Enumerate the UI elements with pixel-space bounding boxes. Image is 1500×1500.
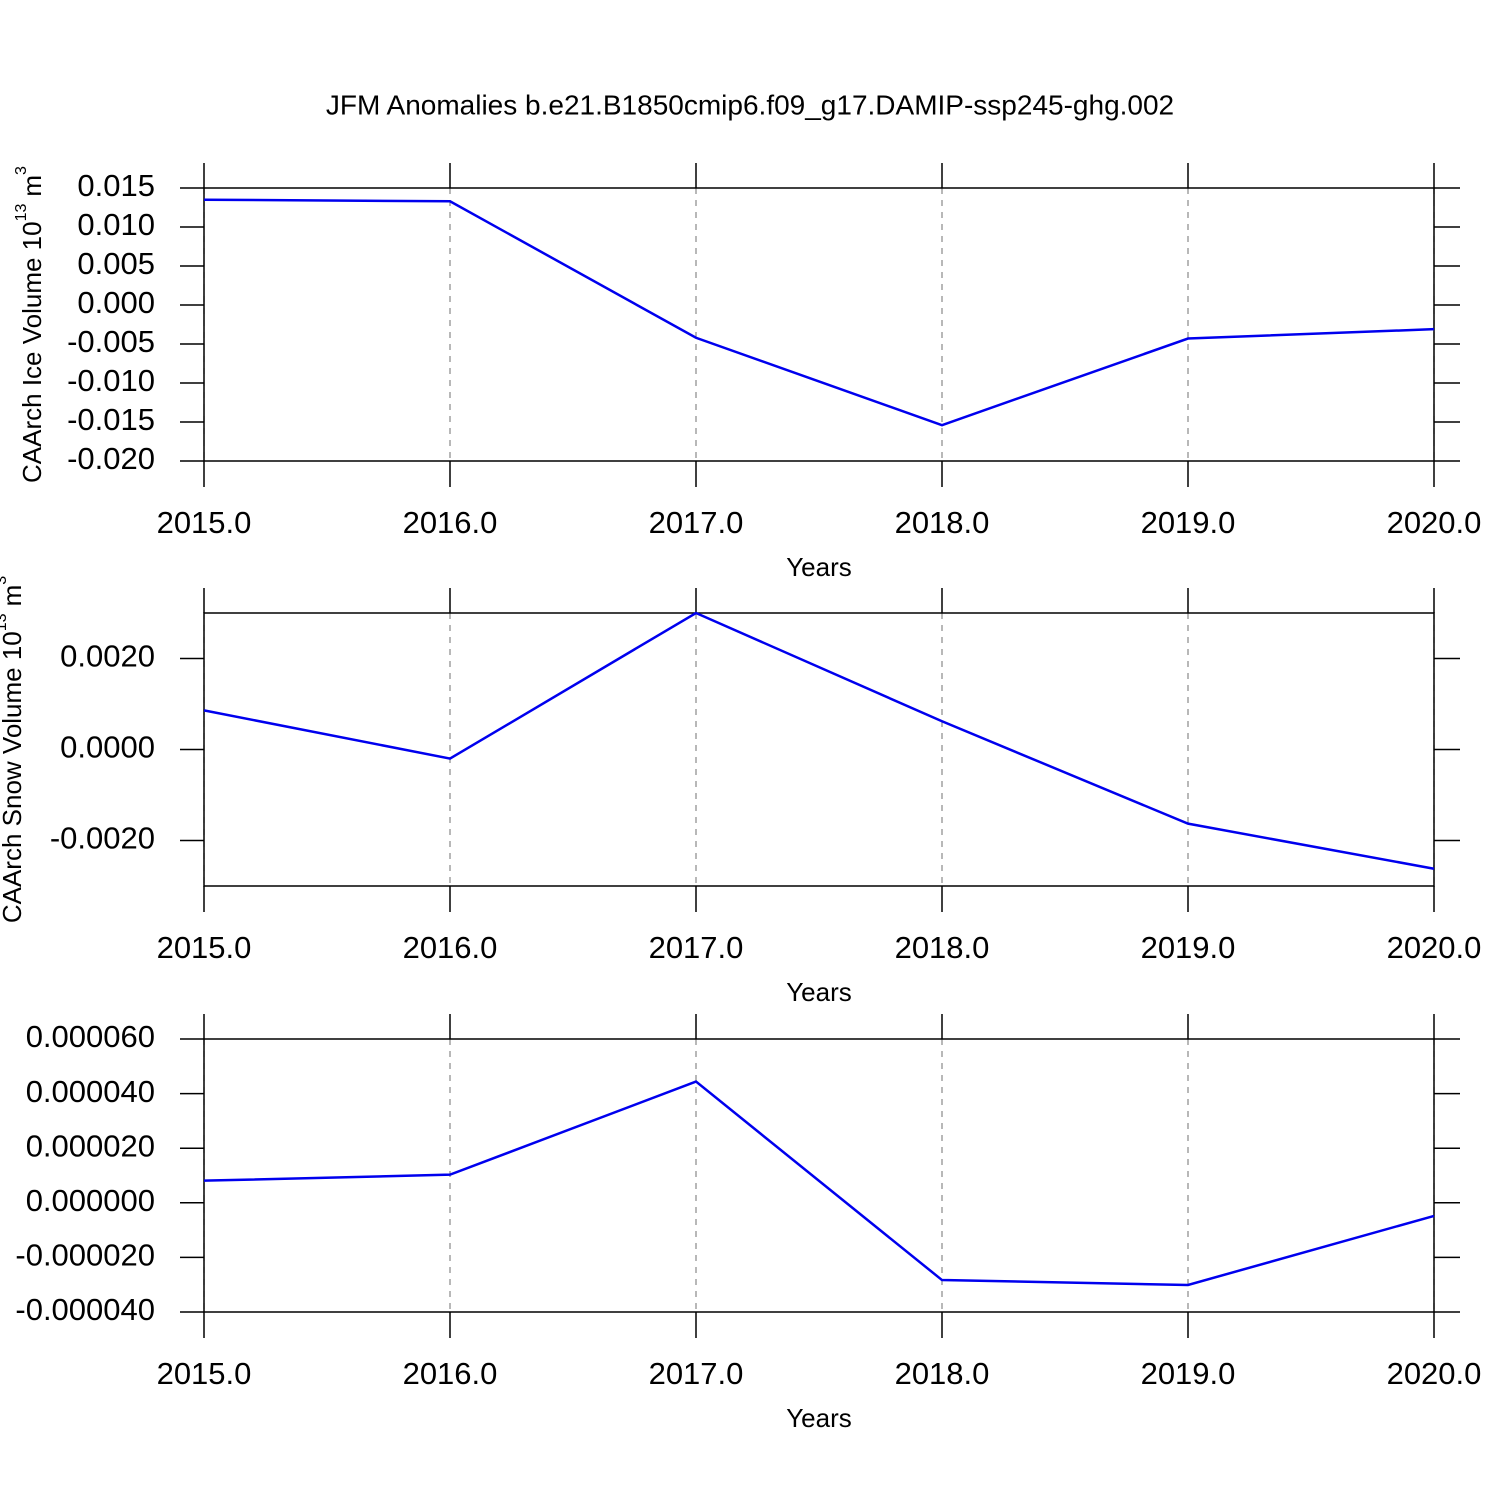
y-tick-label: -0.000040 xyxy=(15,1292,155,1327)
y-tick-label: 0.005 xyxy=(77,246,155,281)
y-tick-label: 0.0020 xyxy=(60,639,155,674)
y-tick-label: 0.000020 xyxy=(26,1128,155,1163)
plot-frame xyxy=(203,612,1435,887)
y-tick-label: -0.000020 xyxy=(15,1238,155,1273)
y-tick-label: -0.015 xyxy=(67,402,155,437)
y-tick-label: 0.010 xyxy=(77,207,155,242)
y-tick-label: 0.015 xyxy=(77,168,155,203)
x-tick-label: 2017.0 xyxy=(649,505,744,540)
x-axis-label: Years xyxy=(786,977,852,1007)
y-tick-label: 0.000060 xyxy=(26,1019,155,1054)
x-tick-label: 2020.0 xyxy=(1387,505,1482,540)
x-tick-label: 2019.0 xyxy=(1141,505,1236,540)
y-label-text: CAArch Snow Volume 10 xyxy=(0,631,27,923)
x-tick-label: 2019.0 xyxy=(1141,1356,1236,1391)
y-tick-label: -0.020 xyxy=(67,441,155,476)
y-label-unit: m xyxy=(0,585,27,607)
y-label-unit: m xyxy=(17,175,47,197)
x-axis-label: Years xyxy=(786,1403,852,1433)
y-tick-label: 0.000000 xyxy=(26,1183,155,1218)
x-tick-label: 2015.0 xyxy=(157,930,252,965)
y-tick-label: 0.000 xyxy=(77,285,155,320)
x-tick-label: 2016.0 xyxy=(403,505,498,540)
y-label-exponent: 13 xyxy=(13,204,30,222)
data-line xyxy=(203,1080,1435,1287)
x-tick-label: 2018.0 xyxy=(895,1356,990,1391)
y-tick-label: 0.000040 xyxy=(26,1074,155,1109)
x-tick-label: 2019.0 xyxy=(1141,930,1236,965)
x-tick-label: 2020.0 xyxy=(1387,1356,1482,1391)
x-tick-label: 2016.0 xyxy=(403,930,498,965)
x-axis-label: Years xyxy=(786,552,852,582)
x-tick-label: 2015.0 xyxy=(157,1356,252,1391)
plot-frame xyxy=(203,1038,1435,1313)
data-line xyxy=(203,611,1435,870)
y-tick-label: -0.010 xyxy=(67,363,155,398)
x-tick-label: 2020.0 xyxy=(1387,930,1482,965)
x-tick-label: 2017.0 xyxy=(649,930,744,965)
x-tick-label: 2018.0 xyxy=(895,505,990,540)
x-tick-label: 2017.0 xyxy=(649,1356,744,1391)
data-line xyxy=(203,198,1435,427)
y-tick-label: -0.0020 xyxy=(50,821,155,856)
x-tick-label: 2016.0 xyxy=(403,1356,498,1391)
y-label-unit-exponent: 3 xyxy=(13,166,30,175)
y-axis-label: CAArch Ice Volume 1013 m3 xyxy=(13,166,47,483)
y-axis-label: CAArch Snow Volume 1013 m3 xyxy=(0,576,27,923)
y-label-unit-exponent: 3 xyxy=(0,576,10,585)
x-tick-label: 2015.0 xyxy=(157,505,252,540)
y-label-text: CAArch Ice Volume 10 xyxy=(17,221,47,483)
chart-title: JFM Anomalies b.e21.B1850cmip6.f09_g17.D… xyxy=(326,89,1174,120)
x-tick-label: 2018.0 xyxy=(895,930,990,965)
plot-frame xyxy=(203,187,1435,462)
y-tick-label: 0.0000 xyxy=(60,730,155,765)
y-label-exponent: 13 xyxy=(0,613,10,631)
y-tick-label: -0.005 xyxy=(67,324,155,359)
